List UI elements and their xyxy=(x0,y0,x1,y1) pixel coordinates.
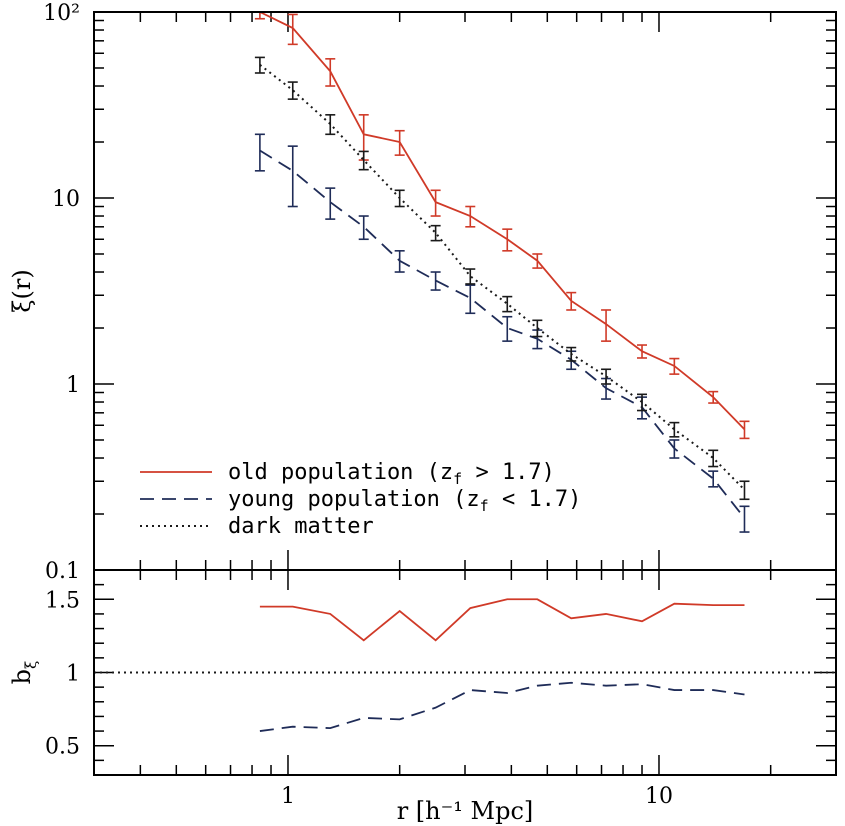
x-tick-label: 1 xyxy=(281,784,295,809)
legend-text: young population (z xyxy=(228,487,480,512)
legend-text: dark matter xyxy=(228,514,374,539)
legend-label-2: dark matter xyxy=(228,514,374,539)
legend-subscript: f xyxy=(480,497,489,515)
bottom-y-label-main: b xyxy=(8,669,36,684)
y-tick-label: 10 xyxy=(52,187,80,212)
top-series-group xyxy=(254,12,750,533)
y-tick-label: 1 xyxy=(66,373,80,398)
series-line-0 xyxy=(259,12,746,431)
legend-subscript: f xyxy=(453,470,462,488)
bottom-y-axis-label: bξ xyxy=(8,661,40,685)
y-tick-label: 0.5 xyxy=(45,735,80,760)
legend-tail: < 1.7) xyxy=(489,487,582,512)
bottom-series-group xyxy=(94,598,836,732)
y-tick-label: 1.5 xyxy=(45,588,80,613)
x-axis-label: r [h⁻¹ Mpc] xyxy=(397,797,534,825)
legend-tail: > 1.7) xyxy=(462,460,555,485)
bottom-panel-frame xyxy=(93,569,837,776)
x-tick-label: 10 xyxy=(645,784,673,809)
y-tick-label: 1 xyxy=(66,662,80,687)
bottom-panel: 0.5 1 1.5 1 10 xyxy=(45,569,837,809)
y-tick-label: 0.1 xyxy=(45,559,80,584)
y-tick-label: 10² xyxy=(43,1,80,26)
top-y-axis-label: ξ(r) xyxy=(8,269,36,312)
bottom-y-label-sub: ξ xyxy=(22,661,40,669)
series-line-2 xyxy=(259,64,746,491)
bias-line-1 xyxy=(259,681,745,732)
labels: ξ(r) bξ r [h⁻¹ Mpc] xyxy=(8,269,533,825)
series-line-1 xyxy=(259,149,746,519)
legend-label-1: young population (zf < 1.7) xyxy=(228,487,581,515)
legend-label-0: old population (zf > 1.7) xyxy=(228,460,555,488)
legend-text: old population (z xyxy=(228,460,453,485)
bias-line-0 xyxy=(259,598,745,642)
